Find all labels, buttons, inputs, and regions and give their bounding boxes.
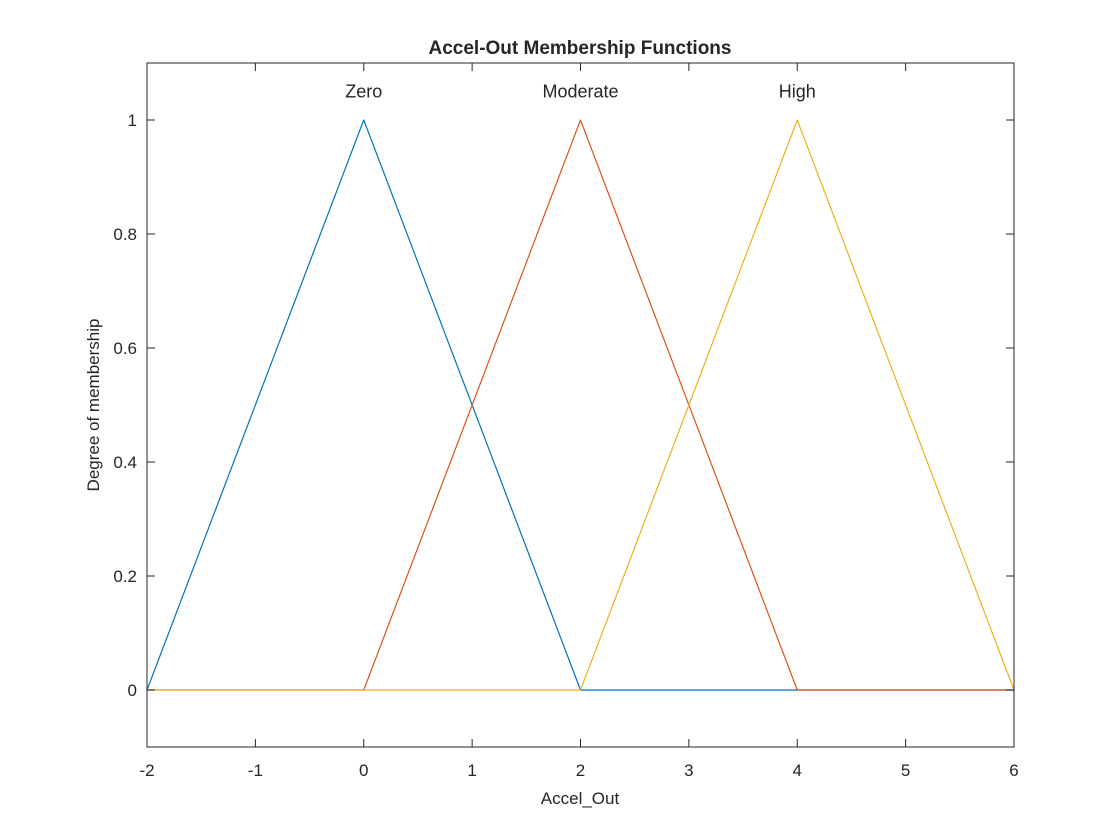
x-tick-label: 3 bbox=[684, 761, 693, 780]
series-line-moderate bbox=[147, 119, 1014, 691]
y-tick-label: 0.4 bbox=[113, 453, 137, 472]
x-tick-label: 2 bbox=[576, 761, 585, 780]
y-tick-label: 1 bbox=[128, 111, 137, 130]
y-tick-label: 0.6 bbox=[113, 339, 137, 358]
membership-labels: Zero Moderate High bbox=[345, 82, 816, 102]
y-tick-label: 0.8 bbox=[113, 225, 137, 244]
series-line-zero bbox=[146, 119, 1014, 691]
plot-area bbox=[146, 119, 1015, 691]
x-tick-label: 6 bbox=[1009, 761, 1018, 780]
x-tick-label: -2 bbox=[139, 761, 154, 780]
series-line-high bbox=[147, 119, 1015, 691]
x-tick-label: 0 bbox=[359, 761, 368, 780]
x-tick-label: 1 bbox=[467, 761, 476, 780]
x-tick-label: 4 bbox=[793, 761, 802, 780]
label-high: High bbox=[779, 82, 816, 102]
y-tick-label: 0.2 bbox=[113, 567, 137, 586]
label-zero: Zero bbox=[345, 82, 382, 102]
y-tick-label: 0 bbox=[128, 681, 137, 700]
x-axis-label: Accel_Out bbox=[541, 789, 620, 808]
axes-frame bbox=[146, 62, 1015, 748]
chart-title: Accel-Out Membership Functions bbox=[429, 38, 732, 59]
x-tick-label: 5 bbox=[901, 761, 910, 780]
x-tick-label: -1 bbox=[248, 761, 263, 780]
label-moderate: Moderate bbox=[542, 82, 618, 102]
y-axis-label: Degree of membership bbox=[84, 319, 103, 492]
